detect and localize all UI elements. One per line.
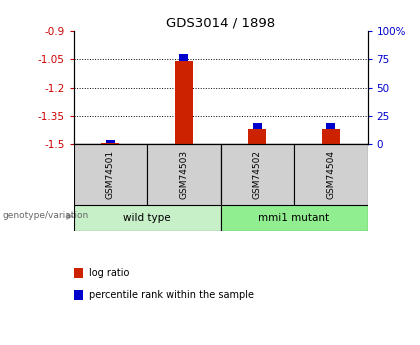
Text: GSM74501: GSM74501 bbox=[106, 150, 115, 199]
Text: wild type: wild type bbox=[123, 213, 171, 223]
Bar bbox=[326, 123, 335, 129]
Text: percentile rank within the sample: percentile rank within the sample bbox=[89, 290, 254, 300]
Bar bbox=[322, 129, 340, 144]
Bar bbox=[147, 144, 220, 205]
Bar bbox=[101, 143, 119, 144]
Bar bbox=[253, 123, 262, 129]
Bar bbox=[220, 144, 294, 205]
Text: genotype/variation: genotype/variation bbox=[2, 211, 88, 220]
Bar bbox=[220, 205, 368, 231]
Text: GSM74502: GSM74502 bbox=[253, 150, 262, 199]
Bar bbox=[179, 54, 188, 61]
Bar bbox=[248, 129, 266, 144]
Bar bbox=[175, 61, 193, 144]
Bar bbox=[74, 144, 147, 205]
Title: GDS3014 / 1898: GDS3014 / 1898 bbox=[166, 17, 275, 30]
Bar bbox=[294, 144, 368, 205]
Polygon shape bbox=[66, 213, 74, 220]
Text: mmi1 mutant: mmi1 mutant bbox=[258, 213, 330, 223]
Text: GSM74504: GSM74504 bbox=[326, 150, 335, 199]
Bar bbox=[74, 205, 220, 231]
Text: GSM74503: GSM74503 bbox=[179, 150, 188, 199]
Bar bbox=[106, 140, 115, 143]
Text: log ratio: log ratio bbox=[89, 268, 129, 278]
